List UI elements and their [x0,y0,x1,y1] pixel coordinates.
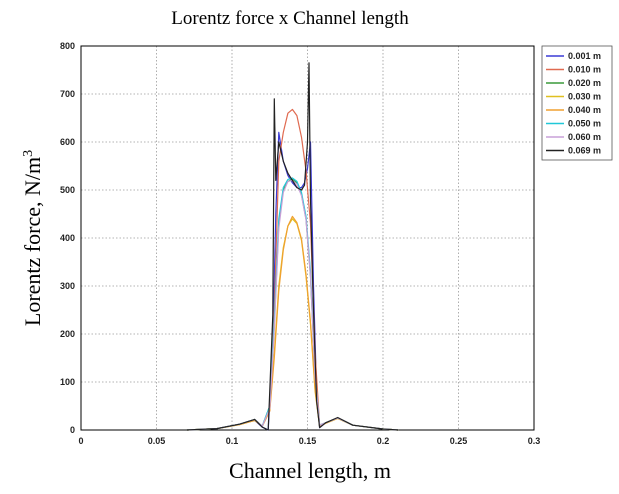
x-axis-label: Channel length, m [229,458,391,483]
y-axis-label: Lorentz force, N/m3 [20,150,45,326]
y-tick-label: 800 [60,41,75,51]
series-line [186,62,399,431]
legend: 0.001 m 0.010 m 0.020 m 0.030 m 0.040 m 0.050… [541,45,613,161]
y-axis-label-main: Lorentz force, N/m [20,157,45,326]
legend-entry: 0.030 m [568,92,601,102]
legend-entry: 0.001 m [568,51,601,61]
x-tick-label: 0.1 [226,436,239,446]
y-tick-label: 0 [70,425,75,435]
chart-title: Lorentz force x Channel length [171,8,409,29]
legend-entry: 0.060 m [568,132,601,142]
plot-area [80,45,535,431]
y-tick-label: 300 [60,281,75,291]
grid-lines [81,46,534,430]
series-line [186,218,399,431]
y-tick-labels: 0 100 200 300 400 500 600 700 800 [60,41,75,435]
x-tick-label: 0.15 [299,436,317,446]
legend-entry: 0.069 m [568,146,601,156]
series-lines [186,62,399,431]
legend-entry: 0.040 m [568,105,601,115]
y-tick-label: 200 [60,329,75,339]
series-line [186,215,399,431]
legend-entry: 0.020 m [568,78,601,88]
y-tick-label: 500 [60,185,75,195]
y-axis-label-superscript: 3 [21,150,36,157]
x-tick-label: 0.25 [450,436,468,446]
x-tick-label: 0.05 [148,436,166,446]
y-tick-label: 700 [60,89,75,99]
legend-box [541,45,613,161]
x-tick-labels: 0 0.05 0.1 0.15 0.2 0.25 0.3 [78,436,540,446]
y-tick-label: 600 [60,137,75,147]
x-tick-label: 0.3 [528,436,541,446]
y-tick-label: 100 [60,377,75,387]
x-tick-label: 0.2 [377,436,390,446]
y-tick-label: 400 [60,233,75,243]
legend-entry: 0.010 m [568,65,601,75]
series-line [186,179,399,431]
x-tick-label: 0 [78,436,83,446]
legend-entry: 0.050 m [568,119,601,129]
series-line [186,131,399,431]
